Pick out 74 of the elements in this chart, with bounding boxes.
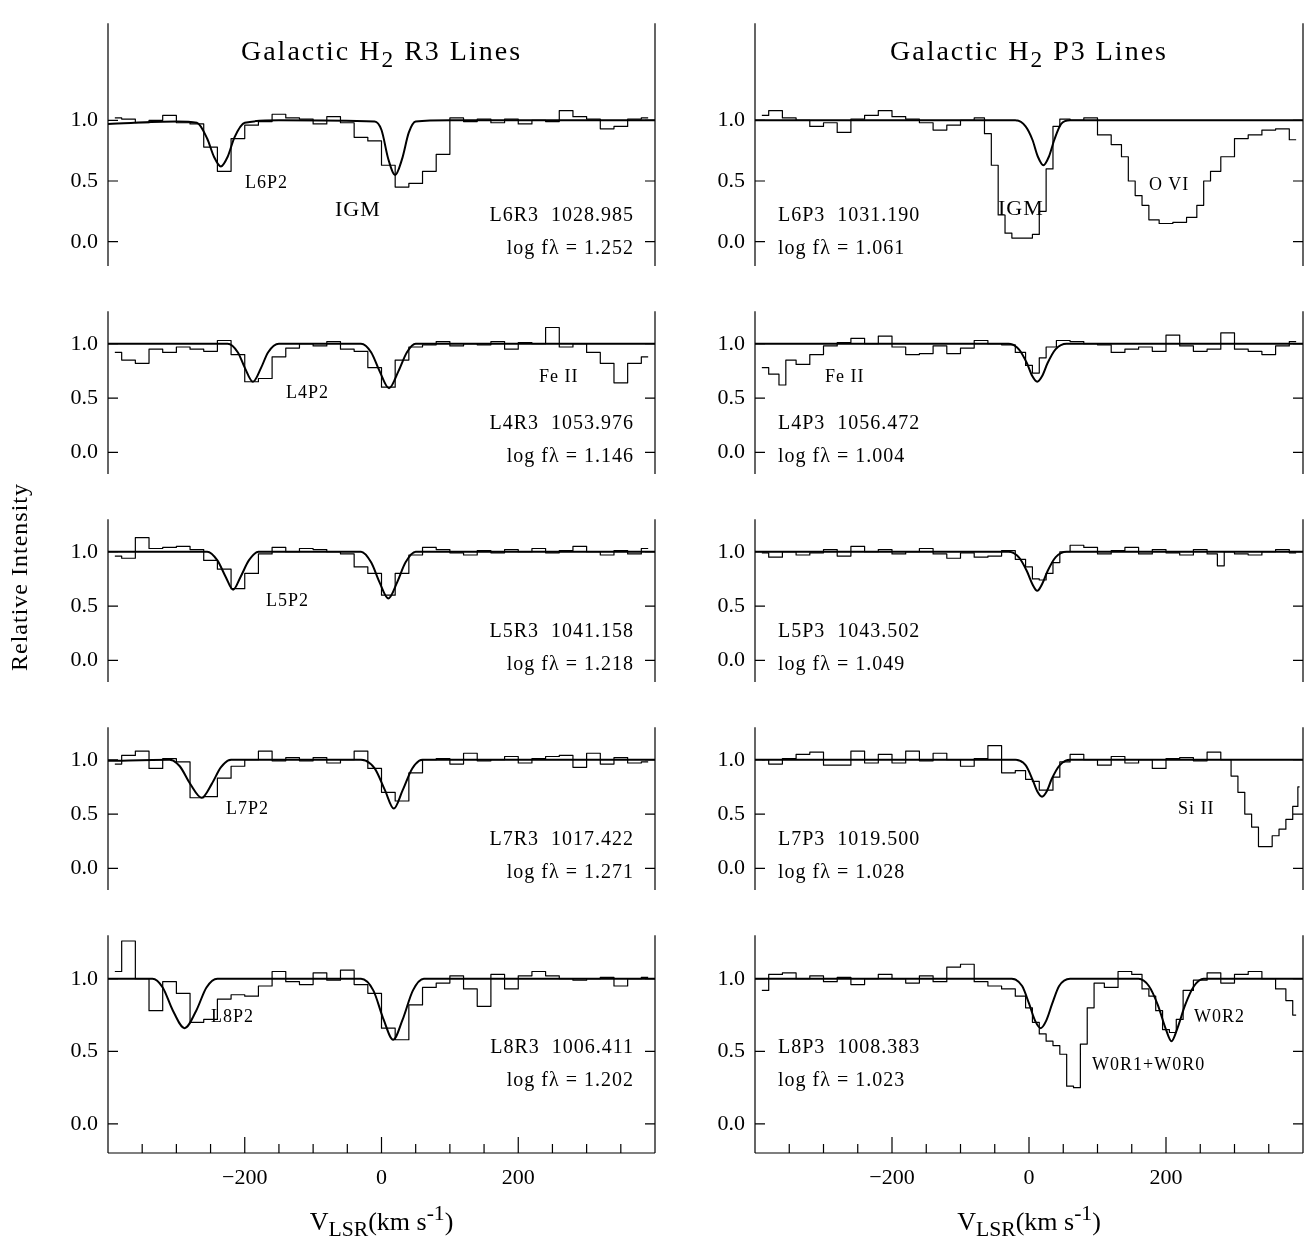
- annotation: L4R3 1053.976: [489, 411, 634, 434]
- y-tick-label: 1.0: [70, 745, 98, 771]
- annotation: W0R2: [1194, 1006, 1245, 1027]
- annotation: Fe II: [539, 366, 579, 387]
- annotation: L7P2: [226, 798, 270, 819]
- y-tick-label: 0.0: [717, 646, 745, 672]
- y-tick-label: 0.0: [70, 646, 98, 672]
- y-tick-label: 0.0: [717, 1109, 745, 1135]
- x-tick-label: 200: [1149, 1163, 1183, 1189]
- annotation: W0R1+W0R0: [1092, 1054, 1206, 1075]
- annotation: log fλ = 1.049: [778, 652, 906, 675]
- annotation: L6P3 1031.190: [778, 203, 921, 226]
- y-tick-label: 0.0: [70, 438, 98, 464]
- y-tick-label: 0.0: [70, 854, 98, 880]
- y-tick-label: 0.5: [70, 166, 98, 192]
- y-tick-label: 0.5: [70, 1037, 98, 1063]
- annotation: L6P2: [245, 172, 289, 193]
- annotation: log fλ = 1.028: [778, 860, 906, 883]
- y-tick-label: 1.0: [70, 106, 98, 132]
- annotation: L5R3 1041.158: [489, 619, 634, 642]
- annotation: IGM: [335, 196, 381, 222]
- annotation: L7P3 1019.500: [778, 827, 921, 850]
- annotation: L7R3 1017.422: [489, 827, 634, 850]
- annotation: Fe II: [825, 366, 865, 387]
- y-tick-label: 0.5: [717, 591, 745, 617]
- annotation: L4P3 1056.472: [778, 411, 921, 434]
- x-axis-title: V$_{LSR}$(km s$^{-1}$): [308, 1201, 455, 1241]
- y-tick-label: 0.5: [70, 383, 98, 409]
- text: Galactic H$_{2}$ R3 Lines: [239, 35, 524, 73]
- x-tick-label: 200: [501, 1163, 535, 1189]
- y-tick-label: 0.5: [717, 383, 745, 409]
- text: Galactic H$_{2}$ P3 Lines: [889, 35, 1169, 73]
- annotation: log fλ = 1.146: [506, 444, 634, 467]
- x-tick-label: 0: [376, 1163, 387, 1189]
- y-tick-label: 0.0: [70, 227, 98, 253]
- annotation: L8P3 1008.383: [778, 1035, 921, 1058]
- x-tick-label: 0: [1023, 1163, 1035, 1189]
- y-tick-label: 1.0: [717, 745, 745, 771]
- annotation: log fλ = 1.271: [506, 860, 634, 883]
- annotation: log fλ = 1.202: [506, 1068, 634, 1091]
- annotation: log fλ = 1.061: [778, 236, 906, 259]
- annotation: L4P2: [286, 382, 330, 403]
- annotation: log fλ = 1.252: [506, 236, 634, 259]
- annotation: L8P2: [211, 1006, 255, 1027]
- annotation: L8R3 1006.411: [490, 1035, 634, 1058]
- annotation: L5P2: [266, 590, 310, 611]
- y-tick-label: 1.0: [70, 964, 98, 990]
- y-tick-label: 0.0: [717, 227, 745, 253]
- annotation: L5P3 1043.502: [778, 619, 921, 642]
- y-tick-label: 1.0: [70, 329, 98, 355]
- y-tick-label: 0.5: [717, 1037, 745, 1063]
- y-tick-label: 1.0: [70, 537, 98, 563]
- annotation: Si II: [1178, 798, 1215, 819]
- x-axis-title: V$_{LSR}$(km s$^{-1}$): [956, 1201, 1102, 1241]
- annotation: log fλ = 1.023: [778, 1068, 906, 1091]
- y-tick-label: 0.5: [717, 799, 745, 825]
- y-tick-label: 0.0: [70, 1109, 98, 1135]
- x-tick-label: −200: [222, 1163, 268, 1189]
- y-tick-label: 0.0: [717, 854, 745, 880]
- y-tick-label: 0.0: [717, 438, 745, 464]
- y-axis-title: Relative Intensity: [6, 482, 33, 673]
- y-tick-label: 0.5: [70, 591, 98, 617]
- x-tick-label: −200: [869, 1163, 915, 1189]
- annotation: IGM: [998, 195, 1044, 221]
- y-tick-label: 1.0: [717, 964, 745, 990]
- annotation: L6R3 1028.985: [489, 203, 634, 226]
- y-tick-label: 0.5: [717, 166, 745, 192]
- y-tick-label: 1.0: [717, 106, 745, 132]
- annotation: log fλ = 1.004: [778, 444, 906, 467]
- y-tick-label: 0.5: [70, 799, 98, 825]
- annotation: O VI: [1149, 174, 1190, 195]
- y-tick-label: 1.0: [717, 537, 745, 563]
- y-tick-label: 1.0: [717, 329, 745, 355]
- annotation: log fλ = 1.218: [506, 652, 634, 675]
